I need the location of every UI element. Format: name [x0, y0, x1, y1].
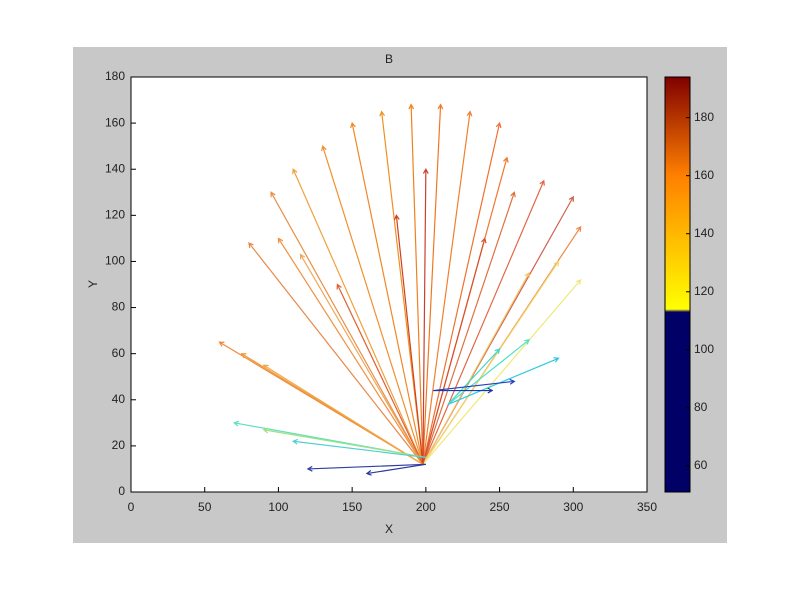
- x-tick-label: 250: [490, 500, 510, 514]
- x-tick-label: 350: [637, 500, 657, 514]
- arrow: [292, 168, 424, 465]
- y-tick-label: 100: [105, 254, 125, 268]
- x-tick-label: 150: [342, 500, 362, 514]
- arrow: [447, 348, 501, 405]
- arrow: [422, 179, 545, 465]
- arrow: [422, 121, 502, 465]
- x-tick-label: 200: [416, 500, 436, 514]
- arrow: [422, 237, 487, 465]
- arrow: [262, 427, 426, 459]
- arrow: [422, 271, 530, 465]
- arrow: [447, 357, 560, 405]
- colorbar-tick-label: 80: [694, 400, 708, 414]
- colorbar-tick-label: 180: [694, 110, 714, 124]
- colorbar-tick-label: 140: [694, 226, 714, 240]
- arrow: [422, 103, 444, 465]
- y-tick-label: 80: [112, 300, 126, 314]
- colorbar-tick-label: 120: [694, 284, 714, 298]
- arrow: [422, 278, 582, 465]
- arrow: [291, 438, 426, 459]
- arrow: [422, 167, 429, 465]
- arrow: [408, 103, 424, 465]
- arrow: [350, 121, 424, 465]
- x-tick-label: 0: [128, 500, 135, 514]
- arrow: [433, 387, 494, 394]
- arrow: [277, 237, 424, 465]
- colorbar-tick-label: 100: [694, 342, 714, 356]
- arrow: [379, 110, 424, 465]
- colorbar-tick-label: 60: [694, 458, 708, 472]
- arrow: [299, 253, 424, 465]
- arrow: [422, 191, 516, 465]
- arrow: [306, 463, 426, 472]
- y-tick-label: 140: [105, 161, 125, 175]
- arrow: [447, 339, 531, 405]
- arrow: [433, 378, 516, 392]
- y-tick-label: 160: [105, 115, 125, 129]
- arrow: [321, 144, 424, 465]
- axes: [130, 76, 648, 493]
- x-tick-label: 50: [198, 500, 212, 514]
- y-tick-label: 180: [105, 69, 125, 83]
- arrow: [422, 260, 560, 465]
- arrow: [270, 191, 424, 465]
- y-axis-label: Y: [86, 280, 100, 288]
- y-tick-label: 0: [118, 484, 125, 498]
- y-tick-label: 20: [112, 438, 126, 452]
- x-tick-label: 300: [563, 500, 583, 514]
- arrow: [393, 214, 424, 465]
- arrow: [248, 242, 424, 465]
- y-tick-label: 120: [105, 208, 125, 222]
- chart-title: B: [385, 52, 393, 66]
- arrow: [262, 364, 424, 465]
- colorbar-tick-label: 160: [694, 168, 714, 182]
- arrow: [422, 110, 473, 465]
- x-axis-label: X: [385, 522, 393, 536]
- colorbar: [664, 76, 691, 493]
- y-tick-label: 40: [112, 392, 126, 406]
- x-tick-label: 100: [268, 500, 288, 514]
- arrow: [365, 463, 426, 476]
- y-tick-label: 60: [112, 346, 126, 360]
- arrow: [336, 283, 424, 465]
